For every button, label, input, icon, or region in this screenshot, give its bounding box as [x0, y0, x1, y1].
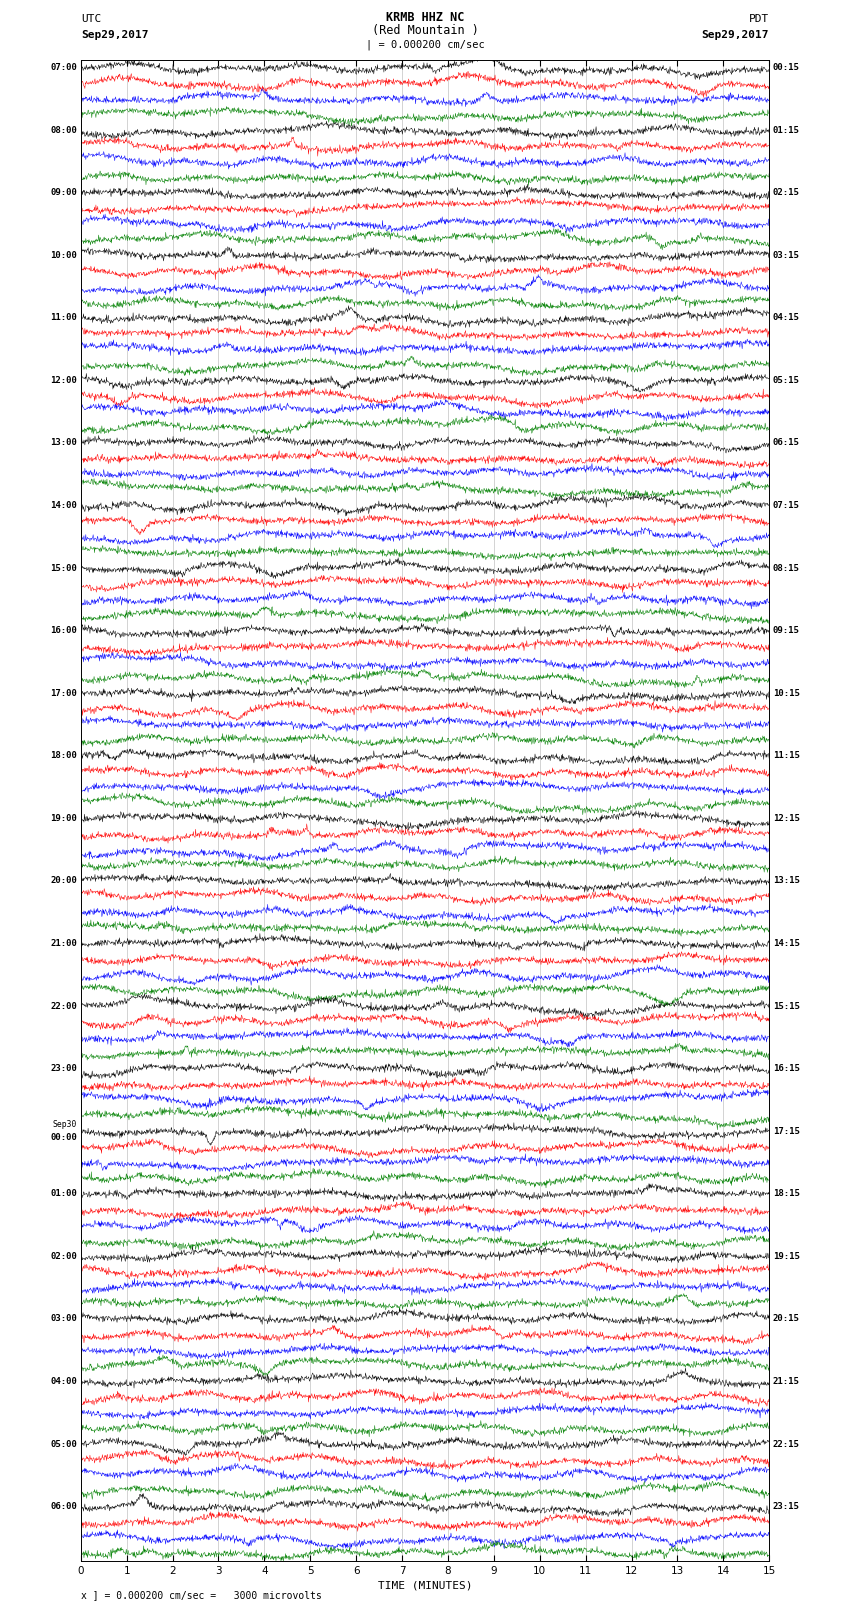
Text: 01:00: 01:00	[50, 1189, 77, 1198]
Text: KRMB HHZ NC: KRMB HHZ NC	[386, 11, 464, 24]
Text: 23:15: 23:15	[773, 1502, 800, 1511]
Text: 09:15: 09:15	[773, 626, 800, 636]
Text: 23:00: 23:00	[50, 1065, 77, 1073]
Text: 21:00: 21:00	[50, 939, 77, 948]
Text: x ] = 0.000200 cm/sec =   3000 microvolts: x ] = 0.000200 cm/sec = 3000 microvolts	[81, 1590, 321, 1600]
Text: 20:15: 20:15	[773, 1315, 800, 1323]
Text: 12:00: 12:00	[50, 376, 77, 386]
Text: 00:00: 00:00	[50, 1132, 77, 1142]
Text: 21:15: 21:15	[773, 1378, 800, 1386]
Text: 15:15: 15:15	[773, 1002, 800, 1011]
Text: 03:15: 03:15	[773, 250, 800, 260]
Text: 17:15: 17:15	[773, 1127, 800, 1136]
Text: (Red Mountain ): (Red Mountain )	[371, 24, 479, 37]
Text: 00:15: 00:15	[773, 63, 800, 73]
Text: 11:15: 11:15	[773, 752, 800, 760]
X-axis label: TIME (MINUTES): TIME (MINUTES)	[377, 1581, 473, 1590]
Text: Sep29,2017: Sep29,2017	[702, 31, 769, 40]
Text: PDT: PDT	[749, 15, 769, 24]
Text: 06:15: 06:15	[773, 439, 800, 447]
Text: 08:15: 08:15	[773, 563, 800, 573]
Text: 20:00: 20:00	[50, 876, 77, 886]
Text: 06:00: 06:00	[50, 1502, 77, 1511]
Text: 10:15: 10:15	[773, 689, 800, 698]
Text: 11:00: 11:00	[50, 313, 77, 323]
Text: 22:15: 22:15	[773, 1439, 800, 1448]
Text: 05:00: 05:00	[50, 1439, 77, 1448]
Text: Sep30: Sep30	[53, 1121, 77, 1129]
Text: 17:00: 17:00	[50, 689, 77, 698]
Text: 02:00: 02:00	[50, 1252, 77, 1261]
Text: | = 0.000200 cm/sec: | = 0.000200 cm/sec	[366, 39, 484, 50]
Text: 10:00: 10:00	[50, 250, 77, 260]
Text: 09:00: 09:00	[50, 189, 77, 197]
Text: 18:15: 18:15	[773, 1189, 800, 1198]
Text: 18:00: 18:00	[50, 752, 77, 760]
Text: 19:00: 19:00	[50, 815, 77, 823]
Text: 22:00: 22:00	[50, 1002, 77, 1011]
Text: 01:15: 01:15	[773, 126, 800, 134]
Text: 16:15: 16:15	[773, 1065, 800, 1073]
Text: 08:00: 08:00	[50, 126, 77, 134]
Text: 07:15: 07:15	[773, 502, 800, 510]
Text: 19:15: 19:15	[773, 1252, 800, 1261]
Text: 04:00: 04:00	[50, 1378, 77, 1386]
Text: 02:15: 02:15	[773, 189, 800, 197]
Text: 13:15: 13:15	[773, 876, 800, 886]
Text: 04:15: 04:15	[773, 313, 800, 323]
Text: 03:00: 03:00	[50, 1315, 77, 1323]
Text: 15:00: 15:00	[50, 563, 77, 573]
Text: 13:00: 13:00	[50, 439, 77, 447]
Text: 05:15: 05:15	[773, 376, 800, 386]
Text: UTC: UTC	[81, 15, 101, 24]
Text: Sep29,2017: Sep29,2017	[81, 31, 148, 40]
Text: 16:00: 16:00	[50, 626, 77, 636]
Text: 12:15: 12:15	[773, 815, 800, 823]
Text: 14:00: 14:00	[50, 502, 77, 510]
Text: 14:15: 14:15	[773, 939, 800, 948]
Text: 07:00: 07:00	[50, 63, 77, 73]
